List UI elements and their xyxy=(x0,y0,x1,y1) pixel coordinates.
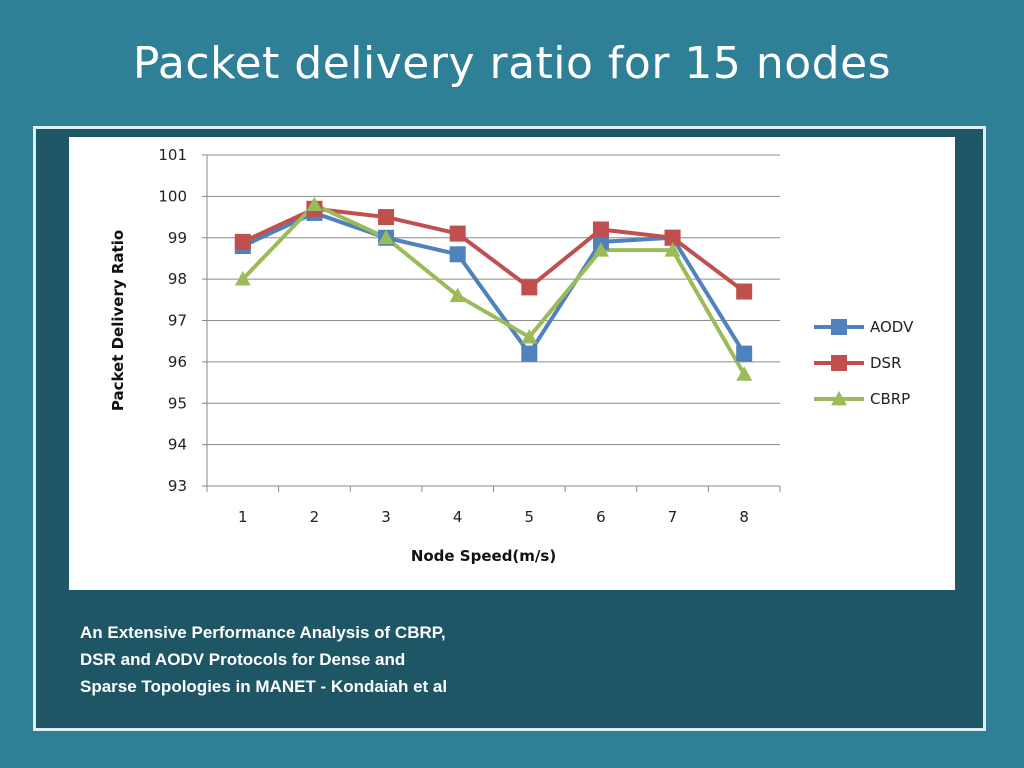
y-tick-label: 95 xyxy=(168,394,187,412)
y-tick-label: 96 xyxy=(168,353,187,371)
x-tick-label: 3 xyxy=(381,508,391,526)
y-tick-label: 101 xyxy=(158,146,187,164)
data-point-cbrp xyxy=(521,329,538,344)
data-point-dsr xyxy=(664,229,681,246)
y-tick-label: 94 xyxy=(168,436,187,454)
x-axis-title: Node Speed(m/s) xyxy=(411,547,556,565)
data-point-dsr xyxy=(378,209,395,226)
line-chart: 93 94 95 96 97 98 99 100 101 1 2 3 4 5 6 7 8 Node Speed(m… xyxy=(109,146,914,565)
x-tick-label: 6 xyxy=(596,508,606,526)
legend-marker xyxy=(831,355,847,371)
data-point-cbrp xyxy=(736,366,753,381)
x-tick-label: 2 xyxy=(310,508,320,526)
data-point-dsr xyxy=(449,225,466,242)
data-point-aodv xyxy=(521,345,538,362)
chart-container: 93 94 95 96 97 98 99 100 101 1 2 3 4 5 6 7 8 Node Speed(m… xyxy=(69,137,955,590)
y-tick-label: 100 xyxy=(158,187,187,205)
data-point-aodv xyxy=(592,233,609,250)
y-axis-title: Packet Delivery Ratio xyxy=(109,230,127,411)
legend-label: CBRP xyxy=(870,390,910,408)
legend-marker xyxy=(831,319,847,335)
data-point-cbrp xyxy=(306,196,323,212)
legend-label: DSR xyxy=(870,354,902,372)
data-point-cbrp xyxy=(378,229,395,245)
data-point-aodv xyxy=(736,345,753,362)
data-point-dsr xyxy=(234,233,251,250)
x-tick-label: 5 xyxy=(525,508,535,526)
x-tick-label: 4 xyxy=(453,508,463,526)
series-line-cbrp xyxy=(241,202,746,376)
citation-caption: An Extensive Performance Analysis of CBR… xyxy=(80,619,640,700)
data-point-dsr xyxy=(736,283,753,300)
legend-label: AODV xyxy=(870,318,914,336)
caption-line: DSR and AODV Protocols for Dense and xyxy=(80,650,406,669)
data-point-cbrp xyxy=(664,242,681,257)
y-tick-label: 98 xyxy=(168,270,187,288)
data-point-cbrp xyxy=(592,242,609,257)
legend-marker xyxy=(831,391,847,406)
data-point-aodv xyxy=(449,246,466,263)
data-point-dsr xyxy=(521,279,538,296)
y-tick-label: 93 xyxy=(168,477,187,495)
caption-line: An Extensive Performance Analysis of CBR… xyxy=(80,623,446,642)
y-tick-label: 97 xyxy=(168,312,187,330)
caption-line: Sparse Topologies in MANET - Kondaiah et… xyxy=(80,677,448,696)
x-tick-label: 7 xyxy=(668,508,678,526)
x-tick-label: 1 xyxy=(238,508,248,526)
series-line-aodv xyxy=(241,210,746,356)
x-tick-label: 8 xyxy=(739,508,749,526)
slide-title: Packet delivery ratio for 15 nodes xyxy=(132,38,892,89)
y-tick-label: 99 xyxy=(168,229,187,247)
data-point-cbrp xyxy=(449,287,466,303)
data-point-cbrp xyxy=(234,271,251,286)
data-point-dsr xyxy=(592,221,609,238)
